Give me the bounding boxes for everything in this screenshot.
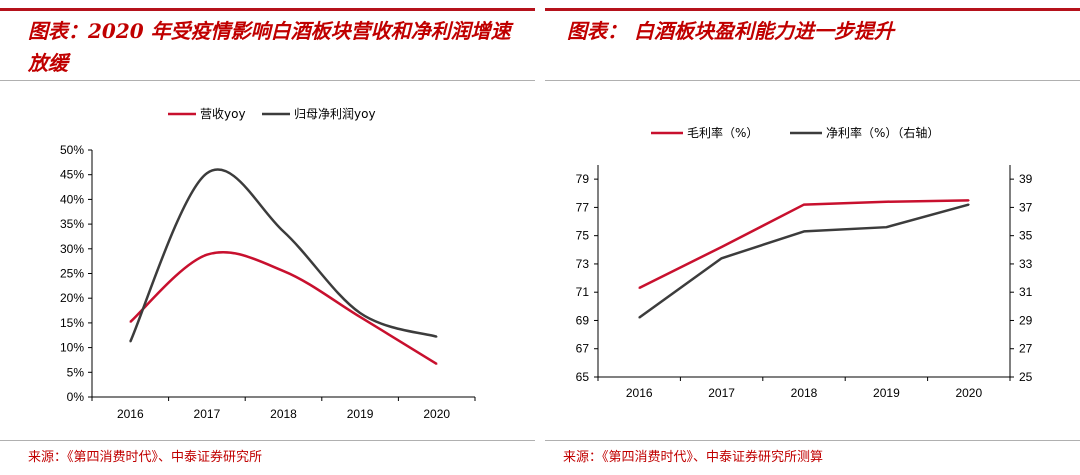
data-point xyxy=(885,226,888,228)
series-line-2 xyxy=(638,203,970,319)
y-tick-label: 65 xyxy=(576,370,590,384)
left-line-chart: 0% 5% 10% 15% 20% 25% 30% 35% 40% 45% 50% 2016 2017 2… xyxy=(60,107,476,421)
data-point xyxy=(638,316,640,319)
right-chart-title: 图表： 白酒板块盈利能力进一步提升 xyxy=(567,19,894,43)
y-tick-label: 75 xyxy=(576,229,590,243)
top-red-rule xyxy=(0,8,535,11)
left-chart-title: 图表：2020 年受疫情影响白酒板块营收和净利润增速放缓 xyxy=(28,19,511,75)
y-tick-label: 71 xyxy=(576,285,590,299)
y-tick-label: 77 xyxy=(576,200,590,214)
y2-tick-label: 31 xyxy=(1019,285,1033,299)
data-point xyxy=(803,203,805,206)
y-tick-label: 73 xyxy=(576,257,590,271)
x-tick-label: 2017 xyxy=(194,407,221,421)
y-tick-label: 69 xyxy=(576,313,590,327)
right-chart-panel: 图表： 白酒板块盈利能力进一步提升 65 67 69 71 73 75 77 79 25 27 29… xyxy=(545,0,1080,475)
y2-tick-label: 25 xyxy=(1019,370,1033,384)
data-point xyxy=(129,340,132,343)
y2-tick-label: 27 xyxy=(1019,342,1033,356)
series-line-2 xyxy=(129,168,438,343)
right-source-note: 来源：《第四消费时代》、中泰证券研究所测算 xyxy=(563,450,824,465)
data-point xyxy=(129,321,132,323)
x-tick-label: 2016 xyxy=(626,386,653,400)
data-point xyxy=(968,203,970,206)
title-divider xyxy=(0,80,535,81)
data-point xyxy=(282,230,285,233)
y-tick-label: 50% xyxy=(60,143,84,157)
y-tick-label: 45% xyxy=(60,168,84,182)
legend-label: 营收yoy xyxy=(200,107,246,121)
y2-tick-label: 39 xyxy=(1019,172,1033,186)
y-tick-label: 0% xyxy=(67,390,85,404)
y2-tick-label: 37 xyxy=(1019,200,1033,214)
x-tick-label: 2019 xyxy=(347,407,374,421)
x-tick-label: 2017 xyxy=(708,386,735,400)
left-chart-panel: 图表：2020 年受疫情影响白酒板块营收和净利润增速放缓 0% 5% 10% 15% 2… xyxy=(0,0,535,475)
y2-tick-label: 33 xyxy=(1019,257,1033,271)
data-point xyxy=(803,230,805,233)
x-tick-label: 2020 xyxy=(423,407,450,421)
series-line-1 xyxy=(129,250,438,365)
data-point xyxy=(968,199,970,202)
source-divider xyxy=(545,440,1080,441)
left-source-note: 来源：《第四消费时代》、中泰证券研究所 xyxy=(28,450,263,465)
data-point xyxy=(720,257,723,260)
legend-label: 净利率（%）（右轴） xyxy=(826,125,939,140)
y-tick-label: 30% xyxy=(60,242,84,256)
legend-label: 毛利率（%） xyxy=(687,125,758,140)
right-line-chart: 65 67 69 71 73 75 77 79 25 27 29 31 33 35 37 39 2016 2017… xyxy=(576,125,1033,400)
y-tick-label: 35% xyxy=(60,217,84,231)
y2-tick-label: 29 xyxy=(1019,313,1033,327)
x-tick-label: 2020 xyxy=(955,386,982,400)
data-point xyxy=(359,312,361,314)
data-point xyxy=(435,335,438,338)
y-tick-label: 10% xyxy=(60,341,84,355)
x-tick-label: 2018 xyxy=(791,386,818,400)
data-point xyxy=(638,287,640,289)
y-tick-label: 79 xyxy=(576,172,590,186)
series-line-1 xyxy=(638,199,969,290)
x-tick-label: 2018 xyxy=(270,407,297,421)
source-divider xyxy=(0,440,535,441)
y-tick-label: 67 xyxy=(576,342,590,356)
data-point xyxy=(206,172,208,175)
data-point xyxy=(435,363,438,365)
data-point xyxy=(282,270,285,272)
y-tick-label: 25% xyxy=(60,267,84,281)
data-point xyxy=(359,316,361,318)
data-point xyxy=(206,253,208,256)
y2-tick-label: 35 xyxy=(1019,229,1033,243)
y-tick-label: 15% xyxy=(60,316,84,330)
y-tick-label: 5% xyxy=(67,365,85,379)
top-red-rule xyxy=(545,8,1080,11)
legend-label: 归母净利润yoy xyxy=(294,107,376,121)
y-tick-label: 40% xyxy=(60,192,84,206)
x-tick-label: 2016 xyxy=(117,407,144,421)
data-point xyxy=(885,200,888,203)
x-tick-label: 2019 xyxy=(873,386,900,400)
data-point xyxy=(720,246,723,248)
y-tick-label: 20% xyxy=(60,291,84,305)
title-divider xyxy=(545,80,1080,81)
